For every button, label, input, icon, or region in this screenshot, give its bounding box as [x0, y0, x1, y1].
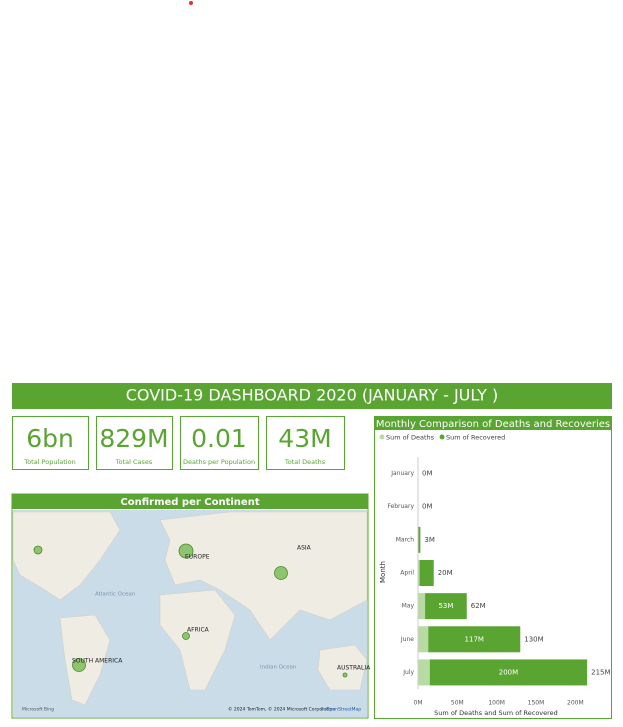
- y-tick-label: April: [400, 570, 414, 577]
- kpi-value: 6bn: [26, 424, 74, 453]
- legend-swatch: [380, 435, 385, 440]
- legend-label: Sum of Deaths: [386, 434, 435, 442]
- y-tick-label: June: [400, 636, 414, 643]
- kpi-label: Deaths per Population: [183, 458, 255, 466]
- y-tick-label: March: [396, 536, 414, 543]
- kpi-label: Total Cases: [115, 458, 153, 466]
- bar: [420, 560, 434, 586]
- y-tick-label: January: [390, 470, 414, 477]
- map-label: Indian Ocean: [260, 665, 297, 671]
- bar: [418, 626, 428, 652]
- map-logo: Microsoft Bing: [22, 707, 54, 713]
- map-osm[interactable]: © OpenStreetMap: [320, 706, 361, 713]
- map-label: SOUTH AMERICA: [72, 658, 123, 665]
- legend-label: Sum of Recovered: [446, 434, 505, 442]
- map-label: AFRICA: [187, 627, 210, 634]
- map-label: Atlantic Ocean: [95, 592, 136, 598]
- x-tick-label: 150M: [528, 700, 545, 707]
- legend-swatch: [440, 435, 445, 440]
- x-axis-title: Sum of Deaths and Sum of Recovered: [434, 709, 558, 717]
- total-label: 0M: [422, 470, 433, 478]
- map-label: EUROPE: [185, 554, 210, 561]
- map-title: Confirmed per Continent: [120, 497, 259, 508]
- x-tick-label: 0M: [414, 700, 423, 707]
- total-label: 0M: [422, 503, 433, 511]
- dot: [189, 1, 193, 5]
- x-tick-label: 50M: [451, 700, 464, 707]
- header-title: COVID-19 DASHBOARD 2020 (JANUARY - JULY …: [126, 386, 499, 405]
- total-label: 62M: [471, 602, 486, 610]
- map-label: ASIA: [297, 545, 312, 552]
- bar-label: 53M: [438, 602, 453, 610]
- total-label: 20M: [438, 569, 453, 577]
- bar: [418, 659, 430, 685]
- bar: [418, 527, 420, 553]
- map-label: AUSTRALIA: [337, 665, 371, 672]
- bar-label: 117M: [465, 635, 484, 643]
- bar: [418, 593, 425, 619]
- bar-label: 200M: [499, 668, 518, 676]
- kpi-label: Total Deaths: [284, 458, 326, 466]
- y-axis-title: Month: [379, 561, 387, 583]
- y-tick-label: July: [402, 669, 414, 676]
- kpi-value: 43M: [278, 424, 331, 453]
- y-tick-label: May: [402, 603, 415, 610]
- y-tick-label: February: [387, 503, 414, 510]
- x-tick-label: 100M: [488, 700, 505, 707]
- x-tick-label: 200M: [567, 700, 584, 707]
- kpi-value: 829M: [99, 424, 168, 453]
- total-label: 130M: [524, 635, 543, 643]
- kpi-value: 0.01: [191, 424, 247, 453]
- chart-title: Monthly Comparison of Deaths and Recover…: [376, 419, 610, 430]
- total-label: 3M: [424, 536, 435, 544]
- total-label: 215M: [591, 668, 610, 676]
- kpi-label: Total Population: [23, 458, 75, 466]
